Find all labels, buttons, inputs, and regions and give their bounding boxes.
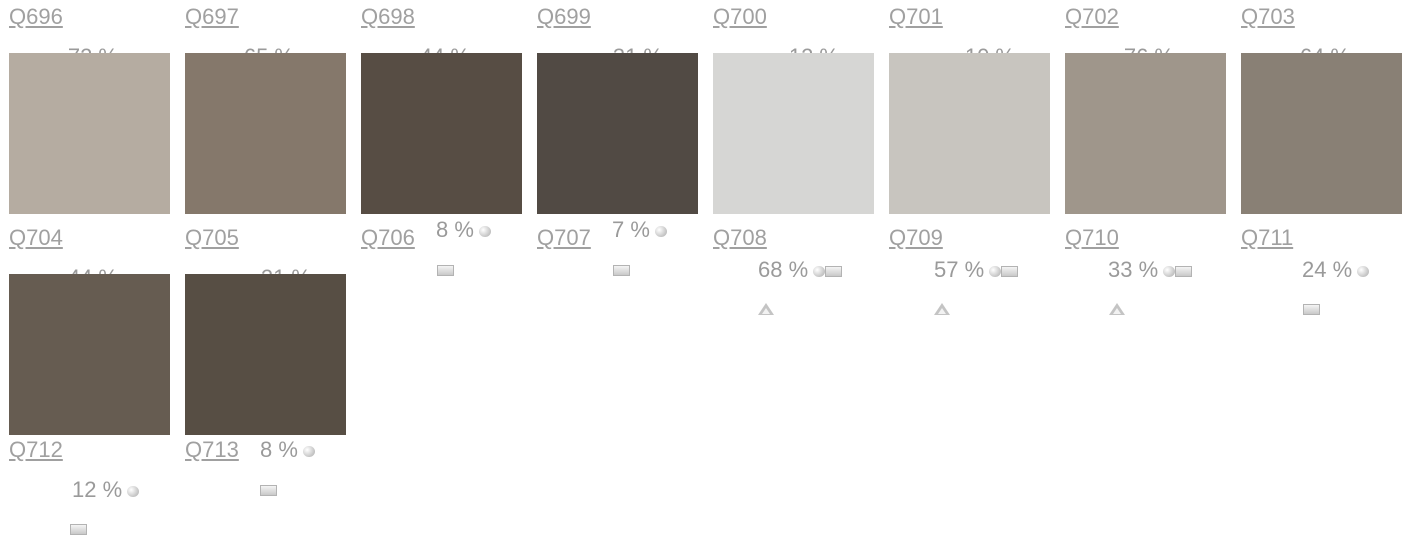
swatch-link[interactable]: Q699 [537, 4, 591, 29]
percent-value: 7 % [612, 217, 650, 242]
coverage-percent: 12 % [72, 477, 140, 503]
percent-value: 33 % [1108, 257, 1159, 282]
swatch-link[interactable]: Q701 [889, 4, 943, 29]
swatch-link[interactable]: Q708 [713, 225, 767, 250]
color-swatch [9, 274, 170, 435]
color-swatch [185, 274, 346, 435]
circle-icon [127, 485, 140, 497]
swatch-link[interactable]: Q697 [185, 4, 239, 29]
triangle-icon [1109, 303, 1125, 315]
percent-value: 24 % [1302, 257, 1353, 282]
percent-value: 8 % [260, 437, 298, 462]
triangle-icon [934, 303, 950, 315]
swatch-link[interactable]: Q706 [361, 225, 415, 250]
circle-icon [654, 225, 667, 237]
swatch-link[interactable]: Q700 [713, 4, 767, 29]
swatch-link[interactable]: Q702 [1065, 4, 1119, 29]
swatch-link[interactable]: Q713 [185, 437, 239, 462]
coverage-percent: 33 % [1108, 257, 1193, 283]
circle-icon [989, 265, 1002, 277]
circle-icon [1357, 265, 1370, 277]
swatch-link[interactable]: Q712 [9, 437, 63, 462]
color-swatch [9, 53, 170, 214]
swatch-link[interactable]: Q704 [9, 225, 63, 250]
square-icon [613, 265, 630, 276]
color-swatch [537, 53, 698, 214]
color-swatch [713, 53, 874, 214]
color-swatch [185, 53, 346, 214]
swatch-link[interactable]: Q710 [1065, 225, 1119, 250]
swatch-link[interactable]: Q707 [537, 225, 591, 250]
swatch-link[interactable]: Q711 [1241, 225, 1294, 250]
color-swatch [361, 53, 522, 214]
coverage-percent: 68 % [758, 257, 843, 283]
coverage-percent: 7 % [612, 217, 667, 243]
square-icon [1175, 265, 1193, 277]
circle-icon [302, 445, 315, 457]
swatch-link[interactable]: Q705 [185, 225, 239, 250]
circle-icon [813, 265, 826, 277]
triangle-icon [758, 303, 774, 315]
percent-value: 12 % [72, 477, 123, 502]
coverage-percent: 24 % [1302, 257, 1370, 283]
swatch-link[interactable]: Q703 [1241, 4, 1295, 29]
percent-value: 57 % [934, 257, 985, 282]
square-icon [260, 485, 277, 496]
square-icon [70, 524, 87, 535]
square-icon [1303, 304, 1320, 315]
color-swatch [1241, 53, 1402, 214]
swatch-link[interactable]: Q696 [9, 4, 63, 29]
circle-icon [478, 225, 491, 237]
percent-value: 8 % [436, 217, 474, 242]
coverage-percent: 8 % [260, 437, 315, 463]
color-swatch [889, 53, 1050, 214]
color-swatch [1065, 53, 1226, 214]
coverage-percent: 8 % [436, 217, 491, 243]
swatch-link[interactable]: Q709 [889, 225, 943, 250]
coverage-percent: 57 % [934, 257, 1019, 283]
square-icon [437, 265, 454, 276]
percent-value: 68 % [758, 257, 809, 282]
circle-icon [1163, 265, 1176, 277]
square-icon [1001, 265, 1019, 277]
swatch-link[interactable]: Q698 [361, 4, 415, 29]
square-icon [825, 265, 843, 277]
